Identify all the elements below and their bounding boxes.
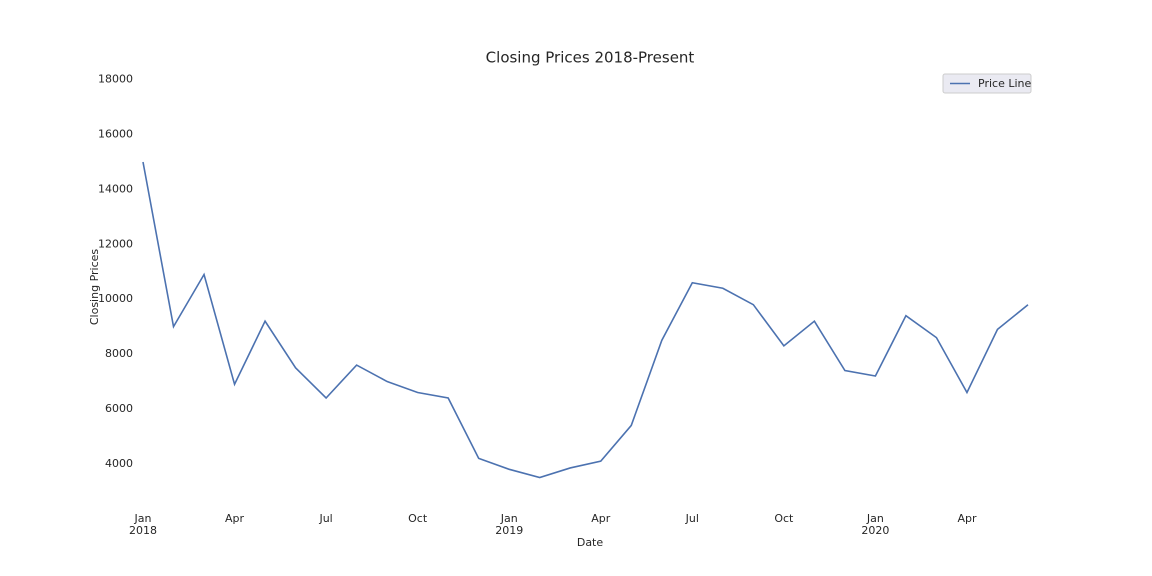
chart-title: Closing Prices 2018-Present — [486, 49, 695, 67]
x-tick-label: Apr — [591, 512, 611, 525]
y-tick-label: 12000 — [98, 237, 133, 250]
y-tick-label: 16000 — [98, 128, 133, 141]
x-axis-label: Date — [577, 536, 604, 549]
y-axis-label: Closing Prices — [88, 249, 101, 326]
x-tick-label: Apr — [957, 512, 977, 525]
y-tick-label: 14000 — [98, 182, 133, 195]
y-tick-label: 6000 — [105, 402, 133, 415]
x-tick-label: Jan 2019 — [495, 512, 524, 537]
x-tick-label: Jan 2020 — [861, 512, 890, 537]
y-tick-label: 18000 — [98, 73, 133, 86]
y-tick-label: 4000 — [105, 457, 133, 470]
y-tick-label: 8000 — [105, 347, 133, 360]
x-tick-label: Jan 2018 — [129, 512, 157, 537]
x-tick-label: Oct — [774, 512, 794, 525]
x-tick-label: Oct — [408, 512, 428, 525]
x-tick-label: Apr — [225, 512, 245, 525]
x-tick-label: Jul — [685, 512, 699, 525]
legend-box — [942, 73, 1032, 94]
y-tick-label: 10000 — [98, 292, 133, 305]
x-tick-label: Jul — [319, 512, 333, 525]
price-line — [142, 161, 1029, 479]
legend-label: Price Line — [978, 77, 1031, 90]
